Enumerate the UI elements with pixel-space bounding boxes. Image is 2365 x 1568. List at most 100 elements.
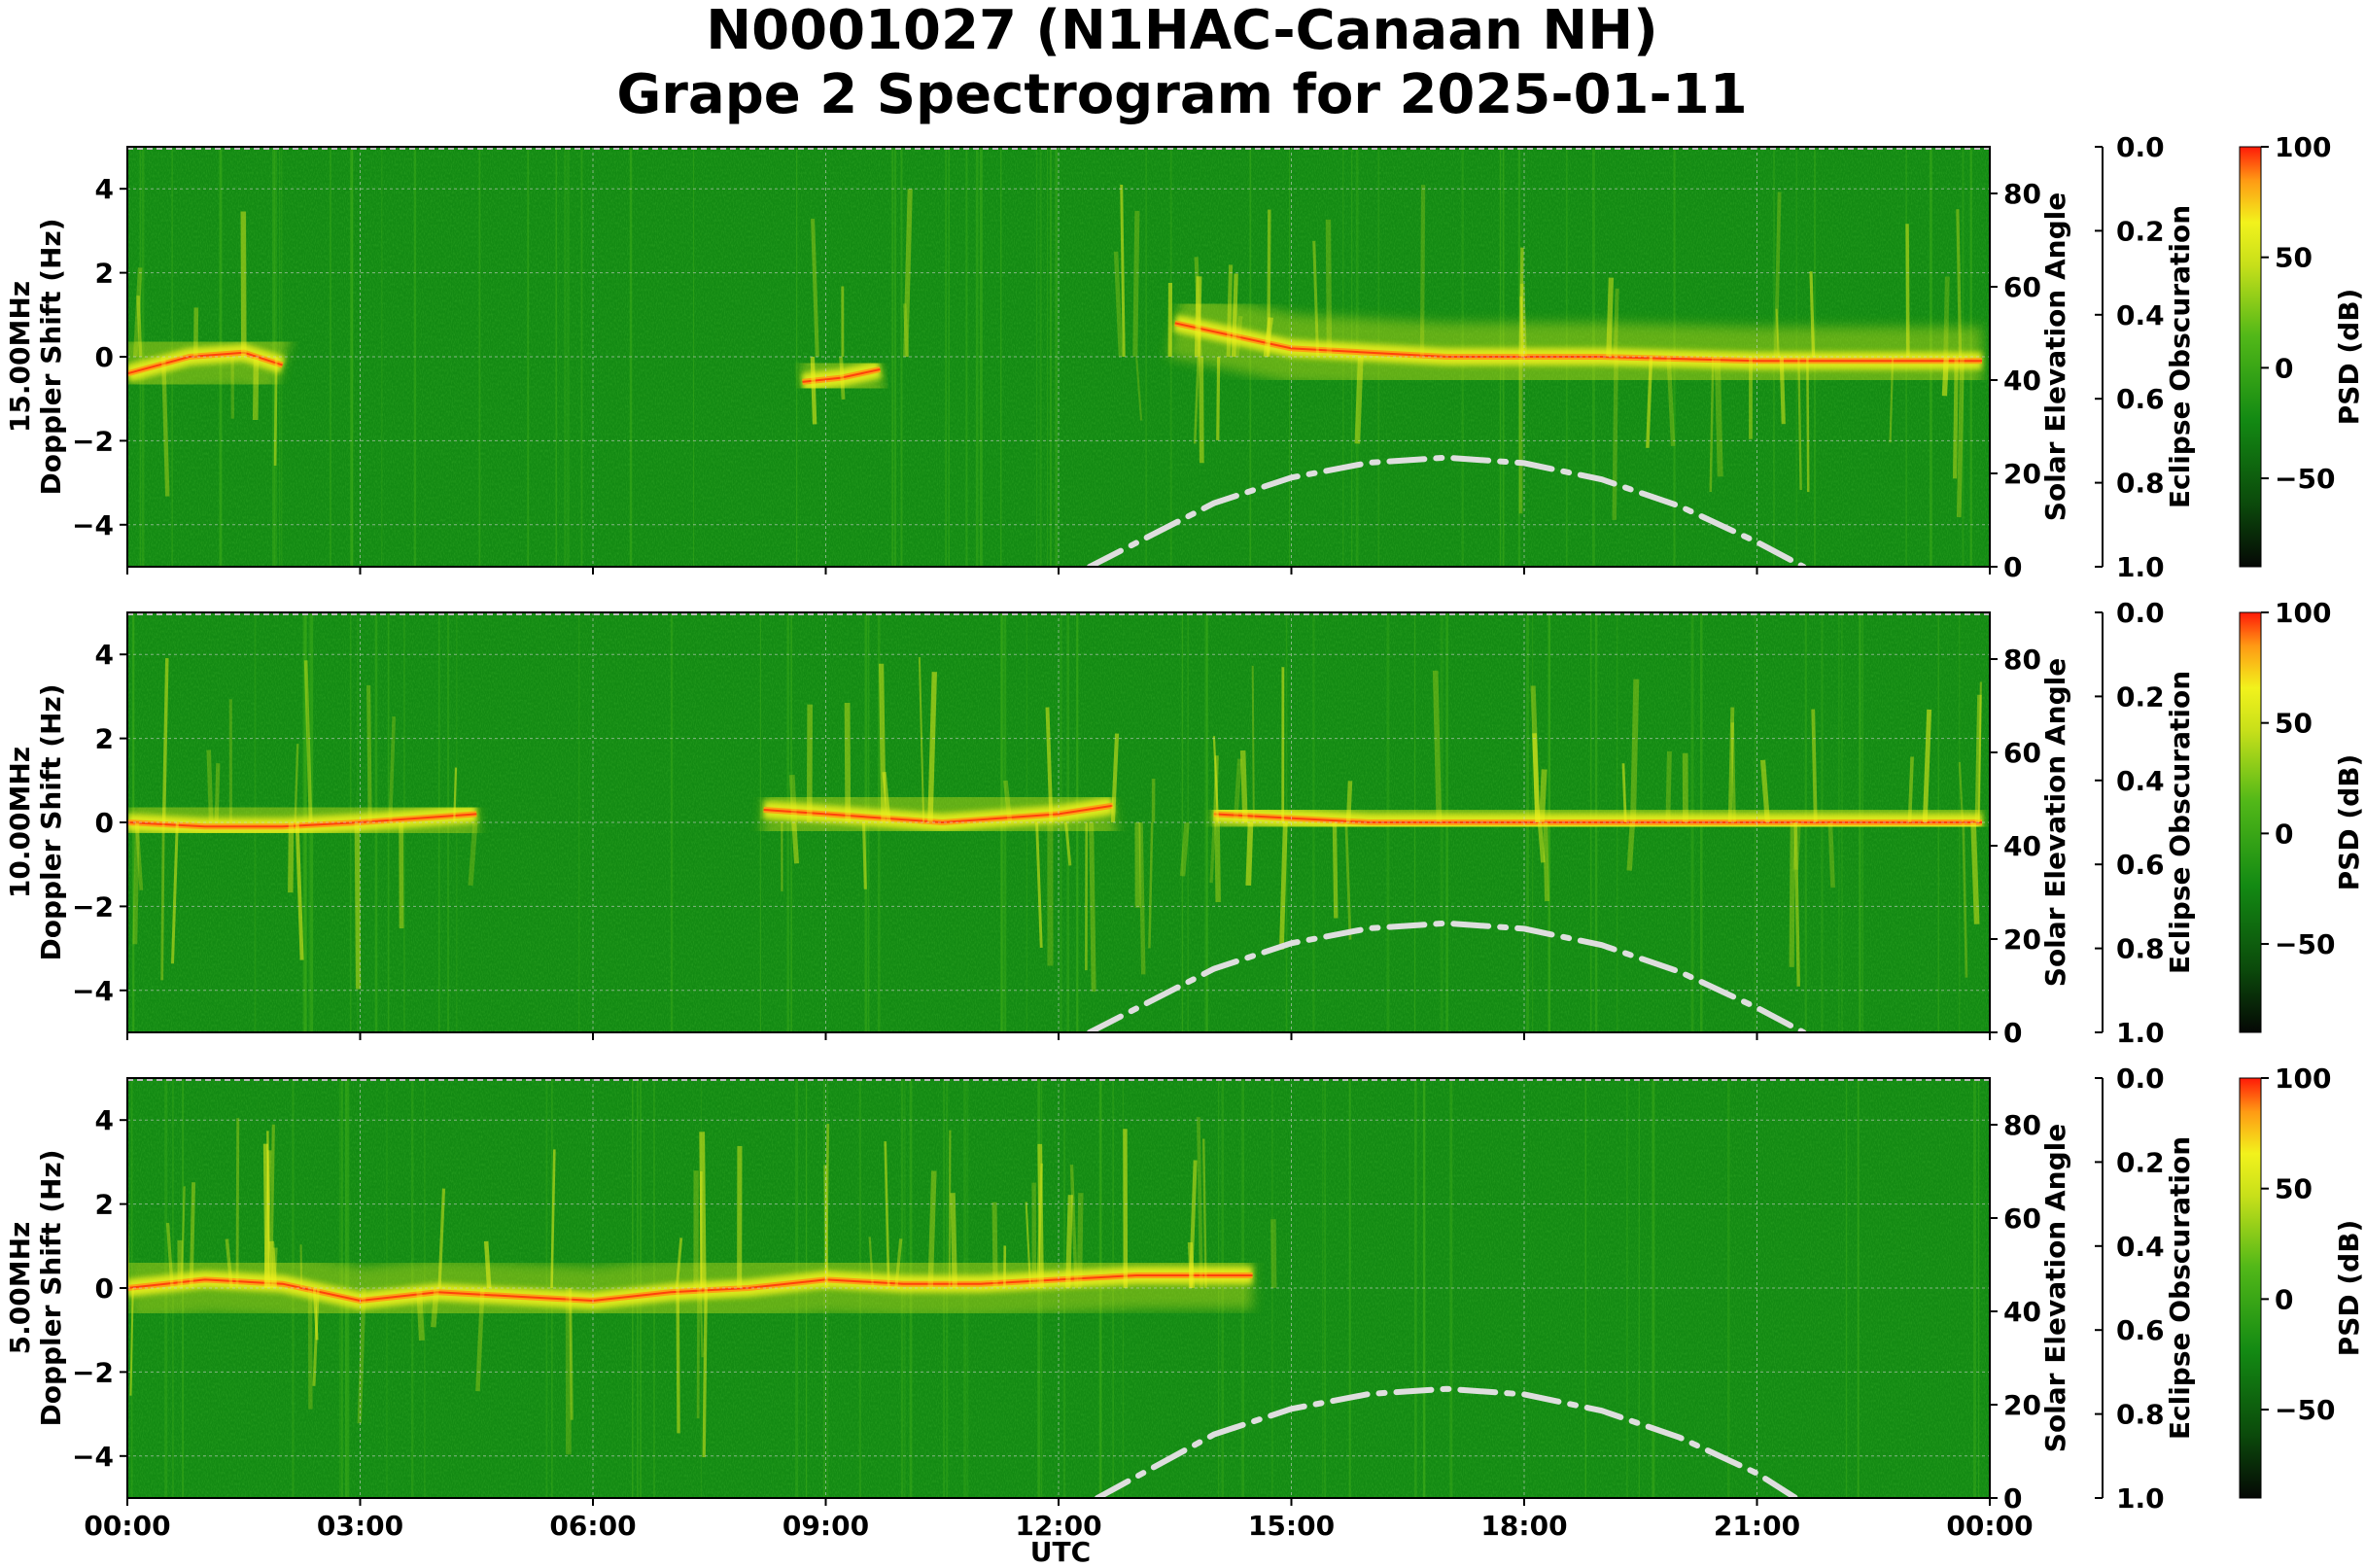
doppler-flare [129,1287,134,1396]
y3-tick-label: 0.6 [2116,383,2165,415]
doppler-flare [1196,1117,1203,1289]
doppler-flare [1532,733,1541,823]
doppler-flare [1312,240,1320,358]
doppler-flare [1775,308,1780,358]
doppler-flare [1727,707,1735,823]
doppler-flare [266,1131,271,1289]
doppler-flare [1194,276,1202,358]
doppler-flare [132,267,143,358]
doppler-flare [1889,356,1895,443]
y3-tick-label: 0.2 [2116,680,2165,713]
doppler-flare [354,821,362,990]
y3-tick-label: 0.4 [2116,299,2165,331]
doppler-flare [136,296,143,358]
doppler-flare [699,1287,704,1358]
doppler-flare [1956,356,1965,518]
x-tick-label: 03:00 [317,1510,403,1542]
doppler-flare [1922,709,1932,823]
y2-tick-label: 20 [2003,923,2041,956]
doppler-flare [1344,821,1352,940]
colorbar-tick-label: −50 [2275,463,2335,495]
x-tick-label: 00:00 [1946,1510,2033,1542]
y-tick-label: −4 [72,509,114,541]
x-axis-label: UTC [1030,1536,1091,1568]
y2-tick-label: 0 [2003,1482,2022,1515]
doppler-flare [437,1188,446,1289]
doppler-flare [1003,780,1013,823]
doppler-flare [192,307,199,358]
doppler-flare [1621,763,1627,823]
doppler-flare [235,1118,240,1289]
y3-tick-label: 0.8 [2116,1399,2165,1431]
x-tick-label: 18:00 [1480,1510,1567,1542]
colorbar-tick-label: −50 [2275,1394,2335,1426]
figure-title-line1: N0001027 (N1HAC-Canaan NH) [706,0,1657,62]
doppler-flare [1037,1143,1044,1289]
y-tick-label: −2 [72,890,114,923]
doppler-flare [675,1237,683,1289]
doppler-flare [861,821,867,889]
doppler-peak [127,351,284,375]
y-tick-label: 4 [95,1104,114,1136]
y-axis-label-doppler: Doppler Shift (Hz) [35,1149,67,1426]
y-tick-label: 2 [95,1189,114,1221]
doppler-flare [1806,356,1810,493]
doppler-flare [1138,821,1146,975]
doppler-flare [948,1130,952,1289]
doppler-flare [1199,356,1204,464]
doppler-flare [1045,707,1054,823]
doppler-flare [1811,709,1818,823]
doppler-flare [1537,821,1546,863]
doppler-peak [763,804,1114,824]
doppler-flare [1076,1193,1084,1289]
colorbar-tick-label: 0 [2275,1283,2293,1315]
y3-axis-label: Eclipse Obscuration [2164,205,2196,508]
doppler-flare [1907,756,1914,823]
y-axis-label-frequency: 10.00MHz [4,747,36,898]
doppler-flare [1606,277,1615,358]
doppler-flare [844,703,852,823]
doppler-flare [160,821,165,981]
doppler-flare [1827,821,1835,889]
doppler-flare [312,1287,319,1341]
colorbar-tick-label: 50 [2275,708,2313,740]
doppler-flare [882,771,891,823]
doppler-flare [1530,685,1541,823]
y-tick-label: 2 [95,258,114,290]
doppler-flare [1036,1163,1043,1289]
y2-axis-label: Solar Elevation Angle [2039,658,2071,987]
doppler-flare [702,1287,708,1457]
doppler-flare [1216,356,1221,440]
doppler-flare [1538,769,1548,823]
y3-tick-label: 1.0 [2116,1482,2165,1515]
y2-tick-label: 60 [2003,737,2041,769]
doppler-flare [134,821,144,890]
doppler-flare [1063,821,1072,866]
x-tick-label: 15:00 [1248,1510,1335,1542]
y3-tick-label: 1.0 [2116,551,2165,583]
colorbar-tick-label: 50 [2275,1173,2313,1205]
doppler-flare [269,1124,275,1289]
doppler-flare [569,1287,574,1420]
y3-tick-label: 0.6 [2116,849,2165,881]
doppler-flare [1789,821,1795,967]
doppler-flare [1065,1195,1073,1289]
doppler-flare [788,774,798,823]
doppler-flare [1325,219,1333,358]
doppler-flare [1759,759,1770,823]
doppler-flare [165,1222,174,1289]
spectrogram-panels: 420−2−415.00MHz Doppler Shift (Hz)8060402… [4,131,2365,1542]
y3-axis-label: Eclipse Obscuration [2164,1136,2196,1440]
doppler-flare [388,716,397,823]
doppler-flare [1730,722,1736,823]
doppler-flare [791,821,800,864]
doppler-flare [1233,758,1242,823]
doppler-flare [262,1143,270,1289]
doppler-flare [1202,1138,1207,1289]
solar-elevation-curve [1086,920,1807,1032]
y3-tick-label: 1.0 [2116,1017,2165,1049]
doppler-flare [288,821,295,893]
colorbar-label: PSD (dB) [2333,754,2365,891]
colorbar [2239,611,2262,1033]
doppler-flare [839,356,846,400]
